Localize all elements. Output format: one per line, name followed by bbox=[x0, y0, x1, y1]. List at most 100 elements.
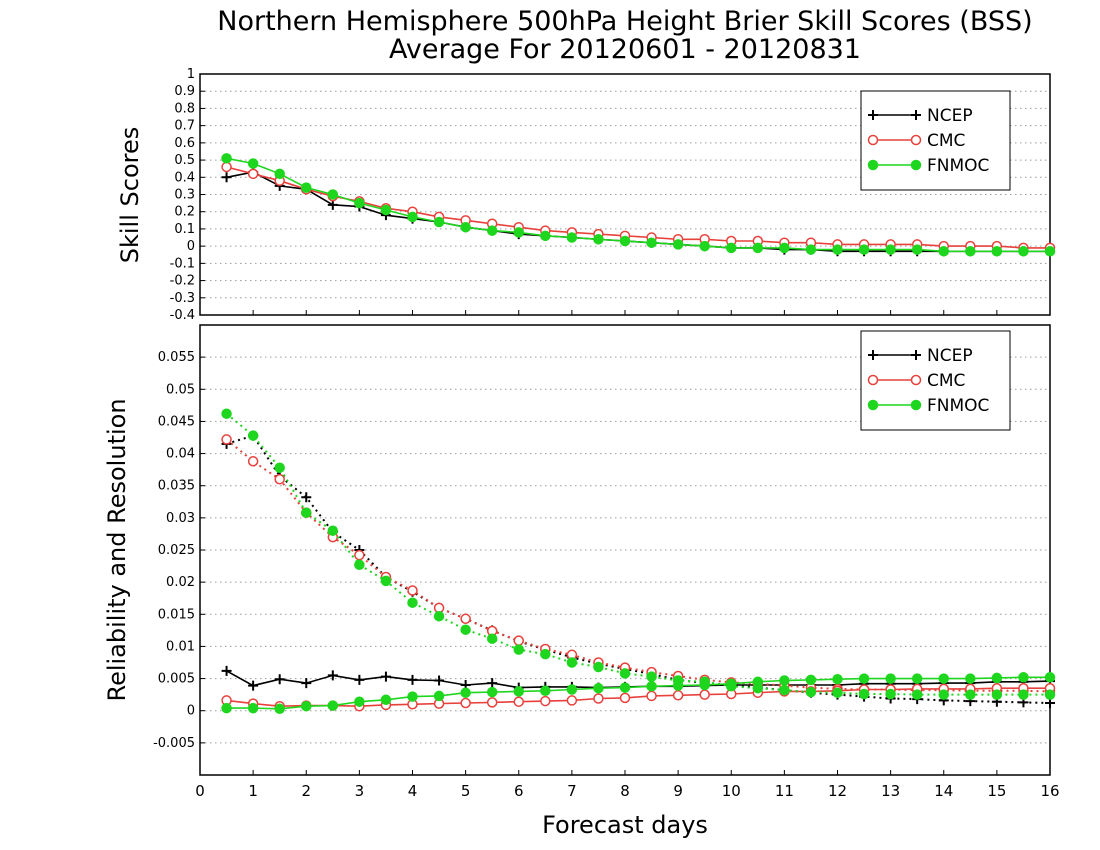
data-point bbox=[911, 244, 923, 255]
data-point bbox=[672, 239, 684, 250]
legend-label-cmc: CMC bbox=[927, 131, 965, 151]
legend-marker bbox=[868, 350, 878, 360]
data-point bbox=[593, 682, 604, 694]
data-point bbox=[460, 687, 471, 698]
data-point bbox=[965, 689, 976, 700]
series-line bbox=[226, 676, 1050, 710]
x-tick-label: 9 bbox=[673, 782, 683, 800]
legend-label-ncep: NCEP bbox=[927, 106, 973, 126]
data-point bbox=[354, 674, 365, 685]
legend-marker bbox=[910, 159, 922, 171]
data-point bbox=[832, 244, 843, 255]
y-tick-label: 0.025 bbox=[158, 543, 195, 558]
series-line bbox=[225, 438, 1051, 693]
legend: NCEP CMC FNMOC bbox=[860, 90, 1011, 191]
legend-label-cmc: CMC bbox=[927, 371, 965, 391]
data-point bbox=[593, 661, 604, 673]
y-tick-label: -0.3 bbox=[170, 291, 195, 306]
y-tick-label: -0.005 bbox=[153, 736, 195, 751]
data-point bbox=[301, 507, 312, 518]
data-point bbox=[407, 211, 418, 223]
legend-marker bbox=[911, 350, 921, 360]
data-point bbox=[566, 232, 578, 243]
y-tick-label: 0.005 bbox=[158, 672, 195, 687]
data-point bbox=[566, 695, 578, 706]
y-tick-label: 1 bbox=[187, 67, 195, 82]
data-point bbox=[460, 613, 471, 625]
legend-label-fnmoc: FNMOC bbox=[927, 396, 989, 416]
series-line bbox=[226, 434, 1051, 704]
data-point bbox=[566, 684, 578, 695]
data-point bbox=[805, 686, 817, 698]
data-point bbox=[1044, 246, 1056, 257]
y-tick-label: 0.045 bbox=[158, 414, 195, 429]
data-point bbox=[274, 462, 285, 473]
data-point bbox=[1018, 246, 1029, 257]
x-tick-label: 4 bbox=[408, 782, 418, 800]
legend-marker bbox=[910, 134, 922, 146]
data-point bbox=[327, 189, 339, 200]
data-point bbox=[619, 682, 631, 693]
data-point bbox=[486, 697, 498, 708]
y-axis-label: Skill Scores bbox=[116, 127, 144, 264]
data-point bbox=[938, 689, 949, 700]
data-point bbox=[486, 633, 498, 644]
x-tick-label: 11 bbox=[775, 782, 794, 800]
y-tick-label: 0.9 bbox=[174, 84, 195, 99]
data-point bbox=[301, 678, 312, 689]
data-point bbox=[699, 240, 710, 252]
y-tick-label: 0.035 bbox=[158, 479, 195, 494]
data-point bbox=[965, 673, 976, 684]
data-point bbox=[540, 230, 551, 242]
data-point bbox=[540, 685, 551, 697]
y-tick-label: 0.8 bbox=[174, 101, 195, 116]
data-point bbox=[487, 678, 498, 689]
data-point bbox=[911, 689, 923, 700]
x-axis-label: Forecast days bbox=[542, 811, 708, 839]
data-point bbox=[460, 221, 471, 233]
reliability-resolution-panel: -0.005 0 0.005 0.01 0.015 0.02 0.025 0.03 0.035 0… bbox=[103, 324, 1060, 800]
data-point bbox=[354, 549, 365, 561]
data-point bbox=[433, 610, 445, 622]
y-tick-label: -0.2 bbox=[170, 274, 195, 289]
data-point bbox=[619, 235, 631, 247]
data-point bbox=[221, 153, 232, 164]
data-point bbox=[991, 689, 1003, 700]
x-tick-label: 6 bbox=[514, 782, 524, 800]
series-fnmoc-solid bbox=[221, 153, 1056, 257]
data-point bbox=[380, 671, 391, 682]
series-fnmoc-dotted bbox=[221, 408, 1056, 700]
data-point bbox=[301, 182, 312, 193]
x-tick-label: 7 bbox=[567, 782, 577, 800]
data-point bbox=[301, 492, 312, 503]
data-point bbox=[805, 674, 817, 686]
data-point bbox=[513, 227, 524, 238]
y-tick-label: 0.1 bbox=[174, 222, 195, 237]
data-point bbox=[354, 696, 365, 707]
data-point bbox=[380, 694, 392, 706]
data-point bbox=[460, 624, 471, 635]
legend-marker bbox=[867, 134, 879, 146]
x-tick-label: 3 bbox=[355, 782, 365, 800]
data-point bbox=[938, 246, 949, 257]
legend-marker bbox=[867, 159, 879, 171]
legend-marker bbox=[910, 399, 922, 411]
y-tick-label: 0.7 bbox=[174, 119, 195, 134]
data-point bbox=[434, 675, 445, 686]
legend-marker bbox=[868, 110, 878, 120]
data-point bbox=[646, 671, 657, 682]
chart-title-line2: Average For 20120601 - 20120831 bbox=[389, 34, 861, 65]
y-tick-label: 0.055 bbox=[158, 350, 195, 365]
data-point bbox=[274, 703, 285, 715]
data-point bbox=[354, 559, 365, 571]
data-point bbox=[858, 244, 870, 255]
data-point bbox=[938, 673, 949, 684]
data-point bbox=[221, 408, 232, 419]
data-point bbox=[911, 673, 923, 684]
data-point bbox=[779, 242, 790, 254]
data-point bbox=[726, 678, 737, 689]
y-tick-label: 0 bbox=[187, 704, 195, 719]
data-point bbox=[540, 648, 551, 660]
data-point bbox=[885, 673, 896, 684]
